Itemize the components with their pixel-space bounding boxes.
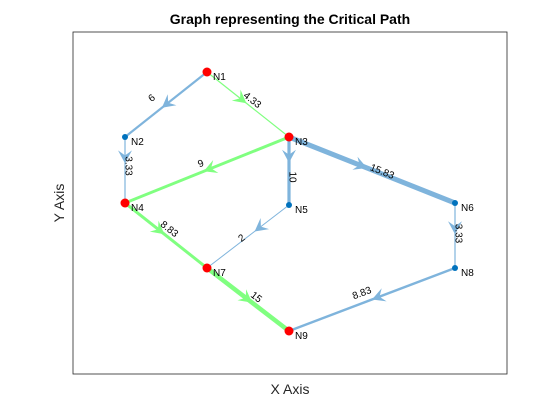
y-axis-label: Y Axis: [51, 184, 67, 223]
edge-weight-n2-n4: 3.33: [122, 156, 133, 176]
node-n5: [286, 202, 292, 208]
node-label-n7: N7: [213, 268, 226, 279]
node-label-n2: N2: [131, 137, 144, 148]
node-n7: [203, 264, 212, 273]
node-n8: [452, 265, 458, 271]
node-n3: [285, 133, 294, 142]
x-axis-label: X Axis: [271, 381, 310, 397]
node-n6: [452, 200, 458, 206]
node-label-n3: N3: [295, 137, 308, 148]
node-n4: [121, 199, 130, 208]
node-n1: [203, 68, 212, 77]
edge-weight-n3-n5: 10: [286, 171, 297, 183]
node-label-n5: N5: [295, 205, 308, 216]
chart-title: Graph representing the Critical Path: [170, 11, 410, 27]
node-label-n8: N8: [461, 268, 474, 279]
edge-weight-n6-n8: 3.33: [452, 224, 463, 244]
node-n9: [285, 327, 294, 336]
node-label-n1: N1: [213, 72, 226, 83]
node-label-n9: N9: [295, 331, 308, 342]
node-label-n4: N4: [131, 203, 144, 214]
node-n2: [122, 134, 128, 140]
node-label-n6: N6: [461, 203, 474, 214]
